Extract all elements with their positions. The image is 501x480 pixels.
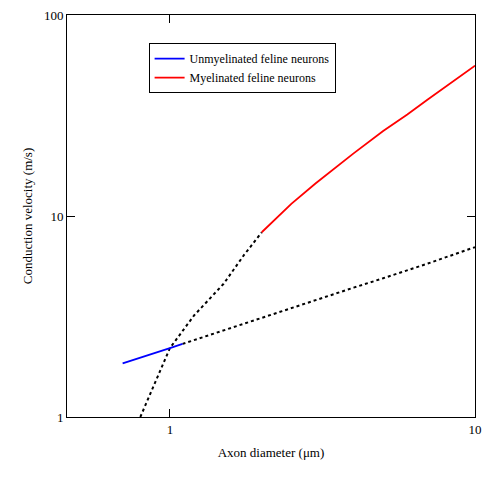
svg-text:100: 100 [44,8,64,23]
svg-text:10: 10 [469,422,482,437]
svg-text:10: 10 [50,209,63,224]
svg-text:1: 1 [167,422,174,437]
svg-text:Conduction velocity (m/s): Conduction velocity (m/s) [20,148,35,284]
svg-text:Myelinated feline neurons: Myelinated feline neurons [190,71,316,85]
svg-text:Unmyelinated feline neurons: Unmyelinated feline neurons [190,52,330,66]
svg-text:Axon diameter (μm): Axon diameter (μm) [218,445,325,460]
svg-text:1: 1 [57,410,64,425]
